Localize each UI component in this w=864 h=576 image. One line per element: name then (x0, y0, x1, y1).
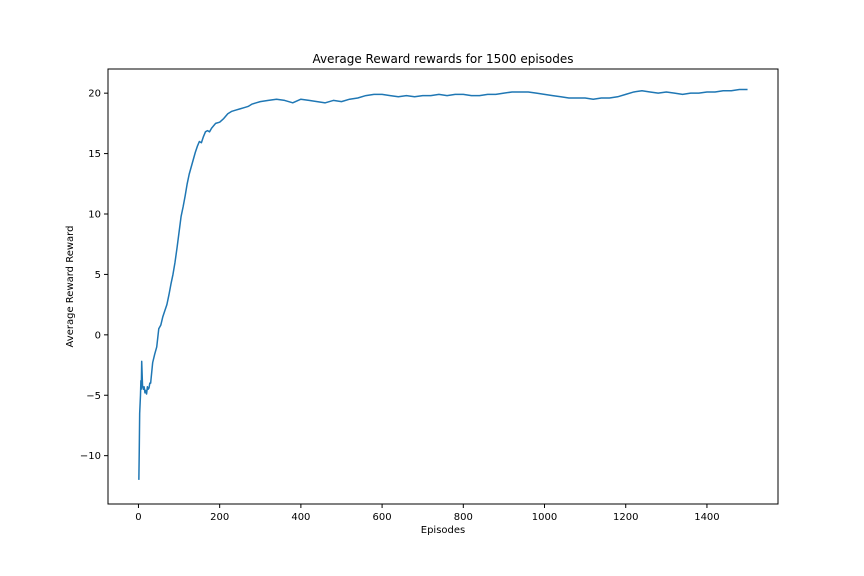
x-tick-label: 1200 (613, 512, 638, 523)
y-tick-label: 20 (88, 89, 101, 100)
x-tick-label: 800 (454, 512, 473, 523)
axes-frame (107, 68, 779, 505)
x-tick-label: 600 (373, 512, 392, 523)
chart-title: Average Reward rewards for 1500 episodes (312, 52, 573, 66)
y-tick-label: 10 (88, 210, 101, 221)
x-tick-label: 0 (135, 512, 141, 523)
x-axis: 0 200 400 600 800 1000 1200 1400 (135, 504, 720, 523)
y-tick-label: 15 (88, 149, 101, 160)
x-tick-label: 1400 (694, 512, 719, 523)
y-axis-label: Average Reward Reward (65, 226, 76, 348)
x-axis-label: Episodes (421, 525, 465, 536)
x-tick-label: 200 (210, 512, 229, 523)
y-axis: −10 −5 0 5 10 15 20 (80, 89, 108, 462)
x-tick-label: 400 (291, 512, 310, 523)
y-tick-label: −10 (80, 451, 101, 462)
x-tick-label: 1000 (532, 512, 557, 523)
series-line-0 (138, 88, 748, 480)
y-tick-label: −5 (86, 391, 101, 402)
y-tick-label: 5 (95, 270, 101, 281)
y-tick-label: 0 (95, 330, 101, 341)
plot-area (138, 88, 748, 480)
